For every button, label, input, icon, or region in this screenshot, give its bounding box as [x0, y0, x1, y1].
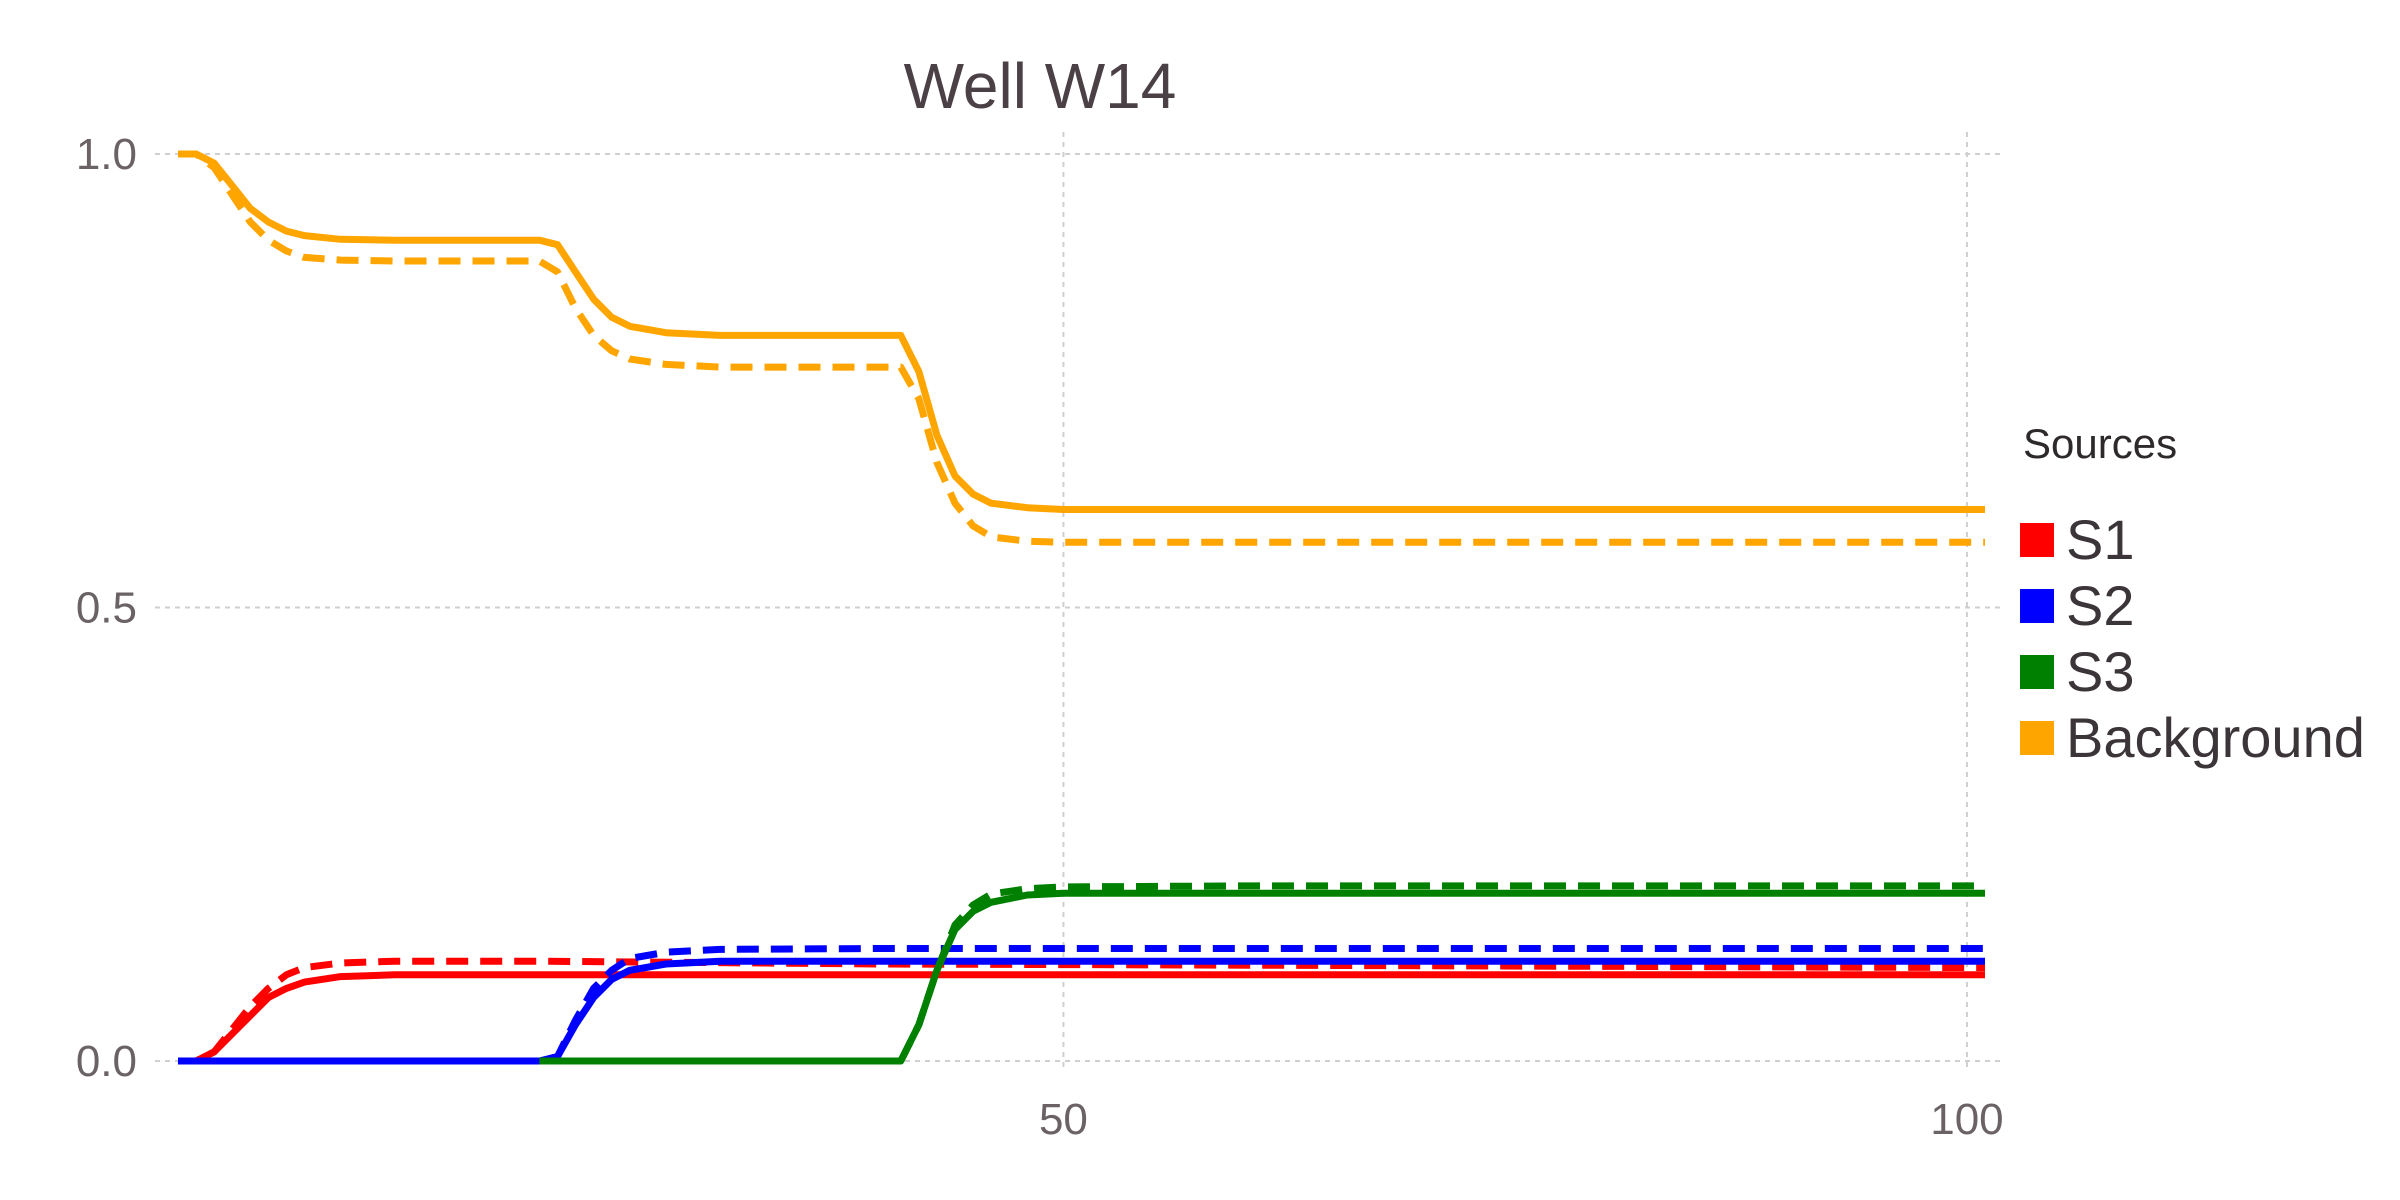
chart-title: Well W14	[904, 50, 1177, 122]
legend-swatch-s2	[2020, 589, 2054, 623]
y-tick-label: 0.0	[76, 1037, 137, 1086]
series-lines	[178, 150, 1986, 1065]
series-line-s1-dashed	[178, 957, 1986, 1065]
series-line-background-solid	[178, 150, 1985, 513]
y-tick-label: 0.5	[76, 584, 137, 633]
series-line-s1-solid	[178, 971, 1985, 1065]
grid-lines	[155, 132, 2005, 1072]
y-axis-tick-labels: 0.0 0.5 1.0	[76, 130, 137, 1086]
series-line-s3-dashed	[897, 882, 1985, 1063]
x-tick-label: 100	[1930, 1095, 2003, 1144]
legend-swatch-background	[2020, 721, 2054, 755]
x-tick-label: 50	[1039, 1095, 1088, 1144]
legend-label-s1: S1	[2066, 508, 2135, 571]
series-line-s3-solid	[539, 889, 1985, 1065]
legend-title: Sources	[2023, 420, 2177, 467]
series-line-s2-dashed	[178, 945, 1985, 1065]
series-line-background-dashed	[178, 150, 1985, 546]
legend-label-background: Background	[2066, 706, 2365, 769]
x-axis-tick-labels: 50 100	[1039, 1095, 2004, 1144]
y-tick-label: 1.0	[76, 130, 137, 179]
legend-label-s3: S3	[2066, 640, 2135, 703]
legend-swatch-s3	[2020, 655, 2054, 689]
legend-label-s2: S2	[2066, 574, 2135, 637]
legend-swatch-s1	[2020, 523, 2054, 557]
